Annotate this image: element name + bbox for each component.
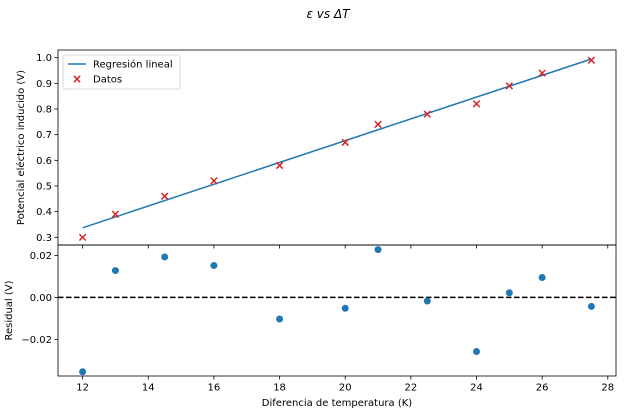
bottom-y-tick-label: 0.02 [30,251,52,262]
bottom-x-tick-label: 28 [601,383,614,394]
bottom-axes-frame [57,244,617,377]
data-point-marker [587,56,596,64]
data-point-stroke [210,177,218,185]
residual-point [587,302,595,310]
bottom-x-tick-label: 12 [76,383,89,394]
data-point-marker [275,161,284,170]
legend-label-regression: Regresión lineal [93,59,173,71]
bottom-x-tick-label: 26 [536,383,549,394]
residual-point [374,246,382,254]
top-y-tick-label: 0.9 [36,79,52,90]
data-point-stroke [472,100,481,108]
bottom-y-tick-label: −0.02 [21,335,52,346]
data-point-stroke [78,233,87,242]
residual-point [210,262,218,270]
data-point-marker [538,69,546,77]
data-point-marker [472,100,481,108]
data-point-stroke [538,69,546,77]
residual-point [341,304,349,312]
figure-title: ε vs ΔT [306,7,351,21]
data-point-stroke [111,210,120,218]
data-point-marker [423,110,431,118]
residual-point [276,315,284,323]
bottom-x-tick-label: 16 [208,383,221,394]
bottom-y-axis: 0.02 0.00 −0.02 [21,251,58,346]
data-point-marker [160,192,169,200]
top-y-tick-label: 0.4 [36,207,52,218]
bottom-panel: 0.02 0.00 −0.02 12 14 16 18 20 22 24 26 28 Residua… [4,244,617,409]
residual-point [111,267,119,275]
top-y-tick-label: 0.5 [36,181,52,192]
legend-label-data: Datos [93,75,122,86]
bottom-x-tick-label: 24 [470,383,483,394]
top-y-axis-label: Potencial eléctrico inducido (V) [15,70,27,225]
bottom-x-tick-label: 18 [273,383,286,394]
top-plot-area [78,56,596,242]
bottom-y-tick-label: 0.00 [30,293,52,304]
data-point-marker [341,138,349,147]
data-point-marker [78,233,87,242]
residual-point [538,273,546,281]
data-point-stroke [423,110,431,118]
top-y-tick-label: 0.3 [36,233,52,244]
data-point-marker [505,82,514,90]
data-point-stroke [341,138,349,147]
residual-point [423,297,431,305]
data-point-marker [111,210,120,218]
residual-point [473,347,480,355]
bottom-x-axis-label: Diferencia de temperatura (K) [262,398,412,409]
residual-point [79,368,87,376]
top-y-tick-label: 0.7 [36,130,52,141]
top-y-tick-label: 1.0 [36,53,52,64]
legend-data-swatch [73,75,81,83]
data-point-stroke [275,161,284,170]
legend: Regresión lineal Datos [62,54,181,90]
data-point-marker [210,177,218,185]
data-point-stroke [160,192,169,200]
legend-box [62,54,181,90]
data-point-marker [374,120,382,129]
top-y-axis: 0.3 0.4 0.5 0.6 0.7 0.8 0.9 1.0 [36,53,609,249]
top-y-tick-label: 0.8 [36,105,52,116]
residual-point [161,253,169,261]
top-panel: 0.3 0.4 0.5 0.6 0.7 0.8 0.9 1.0 Potencial eléct… [15,49,617,249]
bottom-x-axis: 12 14 16 18 20 22 24 26 28 [76,376,614,394]
bottom-x-tick-label: 20 [339,383,352,394]
data-point-stroke [374,120,382,129]
bottom-plot-area [58,246,616,376]
bottom-y-axis-label: Residual (V) [4,280,15,340]
data-point-stroke [587,56,596,64]
bottom-x-tick-label: 22 [404,383,417,394]
bottom-x-tick-label: 14 [142,383,155,394]
top-y-tick-label: 0.6 [36,156,52,167]
data-point-stroke [505,82,514,90]
legend-data-stroke [73,75,81,83]
residual-point [505,289,513,297]
